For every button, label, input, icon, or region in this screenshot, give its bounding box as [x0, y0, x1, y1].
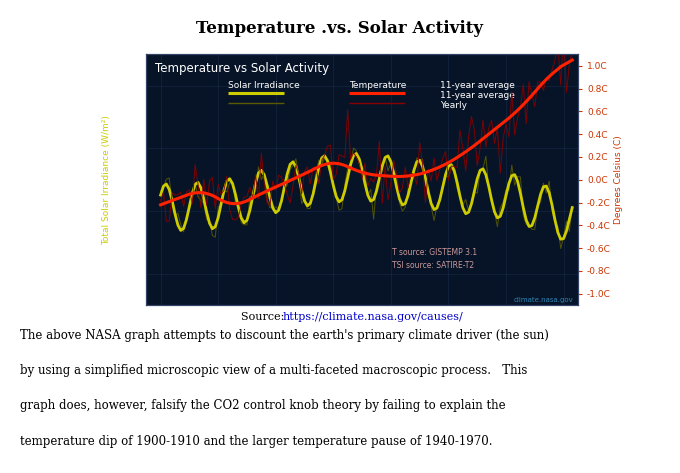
Text: Solar Irradiance: Solar Irradiance: [228, 81, 300, 90]
Text: by using a simplified microscopic view of a multi-faceted macroscopic process.  : by using a simplified microscopic view o…: [20, 364, 528, 377]
Text: Temperature vs Solar Activity: Temperature vs Solar Activity: [155, 62, 329, 75]
Text: T source: GISTEMP 3.1
TSI source: SATIRE-T2: T source: GISTEMP 3.1 TSI source: SATIRE…: [392, 248, 477, 270]
Text: temperature dip of 1900-1910 and the larger temperature pause of 1940-1970.: temperature dip of 1900-1910 and the lar…: [20, 435, 493, 448]
Y-axis label: Degrees Celsius (C): Degrees Celsius (C): [613, 135, 623, 224]
Text: climate.nasa.gov: climate.nasa.gov: [514, 297, 574, 303]
Text: Yearly: Yearly: [440, 101, 467, 110]
Text: 11-year average: 11-year average: [440, 91, 515, 100]
Y-axis label: Total Solar Irradiance (W/m²): Total Solar Irradiance (W/m²): [103, 115, 112, 245]
Text: Temperature .vs. Solar Activity: Temperature .vs. Solar Activity: [197, 20, 483, 36]
Text: The above NASA graph attempts to discount the earth's primary climate driver (th: The above NASA graph attempts to discoun…: [20, 329, 549, 342]
Text: Temperature: Temperature: [349, 81, 407, 90]
Text: graph does, however, falsify the CO2 control knob theory by failing to explain t: graph does, however, falsify the CO2 con…: [20, 399, 506, 412]
Text: https://climate.nasa.gov/causes/: https://climate.nasa.gov/causes/: [282, 312, 463, 322]
Text: 11-year average: 11-year average: [440, 81, 515, 90]
X-axis label: Year: Year: [352, 326, 373, 336]
Text: Source:: Source:: [241, 312, 288, 322]
